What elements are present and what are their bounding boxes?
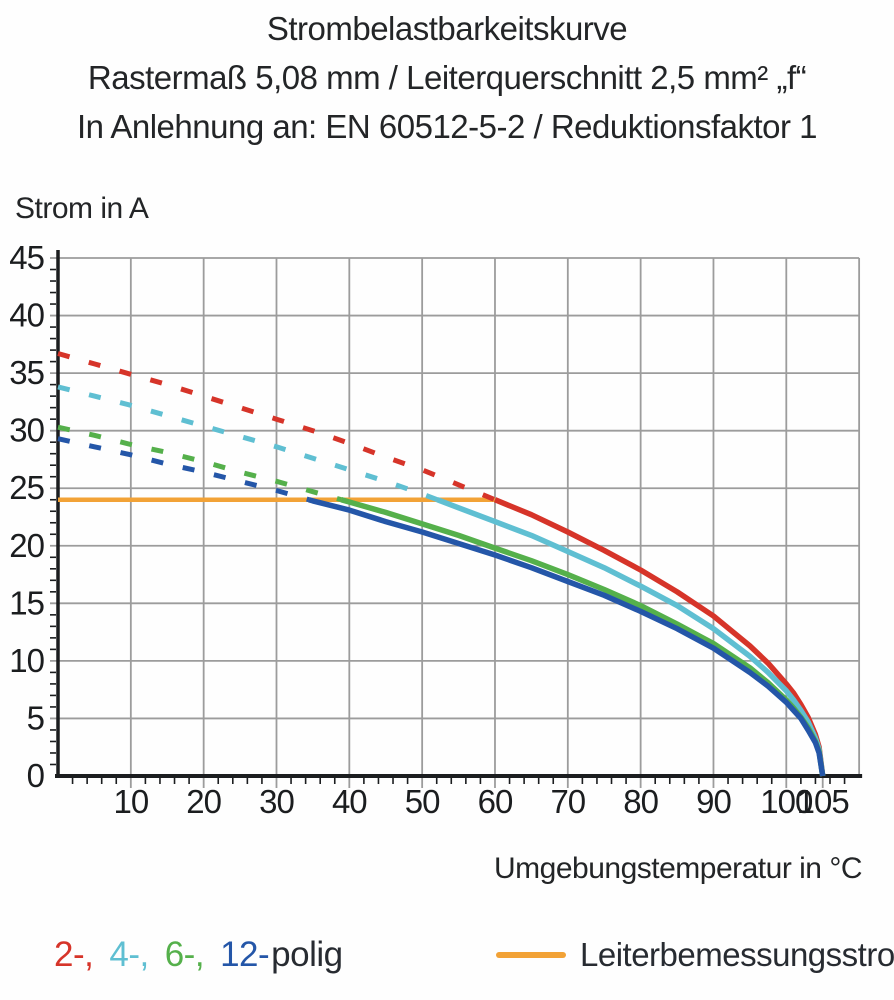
svg-text:30: 30 <box>259 783 294 820</box>
legend-poles-suffix: polig <box>271 935 343 974</box>
chart-subtitle-2: In Anlehnung an: EN 60512-5-2 / Reduktio… <box>76 108 818 145</box>
svg-text:100: 100 <box>760 783 813 820</box>
rated-current-line-swatch <box>496 952 566 958</box>
svg-text:10: 10 <box>113 783 148 820</box>
svg-text:105: 105 <box>797 783 849 820</box>
svg-text:50: 50 <box>405 783 440 820</box>
legend-item-4polig: 4-, <box>109 935 149 974</box>
legend-rated-current: Leiterbemessungsstrom <box>496 928 894 982</box>
svg-text:40: 40 <box>332 783 367 820</box>
svg-text:60: 60 <box>478 783 513 820</box>
svg-text:90: 90 <box>696 783 731 820</box>
svg-text:5: 5 <box>27 699 44 736</box>
svg-text:30: 30 <box>9 412 44 449</box>
legend-poles: 2-, 4-, 6-, 12- polig <box>54 928 343 982</box>
legend-row: 2-, 4-, 6-, 12- polig Leiterbemessungsst… <box>0 928 894 982</box>
svg-text:70: 70 <box>550 783 585 820</box>
rated-current-label: Leiterbemessungsstrom <box>580 936 894 973</box>
legend-item-2polig: 2-, <box>54 935 94 974</box>
chart-title: Strombelastbarkeitskurve <box>266 10 628 47</box>
svg-text:0: 0 <box>27 757 45 794</box>
svg-text:45: 45 <box>9 240 44 276</box>
chart-subtitle-1: Rastermaß 5,08 mm / Leiterquerschnitt 2,… <box>87 59 807 96</box>
svg-text:35: 35 <box>9 354 44 391</box>
svg-text:25: 25 <box>9 469 44 506</box>
x-axis-label: Umgebungstemperatur in °C <box>493 852 863 885</box>
svg-text:15: 15 <box>9 584 44 621</box>
legend-item-6polig: 6-, <box>164 935 205 974</box>
svg-text:20: 20 <box>9 527 44 564</box>
legend-item-12polig: 12- <box>220 935 270 974</box>
y-axis-label: Strom in A <box>15 192 149 225</box>
svg-text:10: 10 <box>9 642 44 679</box>
svg-text:20: 20 <box>186 783 221 820</box>
chart-title-block: Strombelastbarkeitskurve Rastermaß 5,08 … <box>0 4 894 151</box>
svg-text:40: 40 <box>9 297 44 334</box>
svg-text:80: 80 <box>623 783 658 820</box>
